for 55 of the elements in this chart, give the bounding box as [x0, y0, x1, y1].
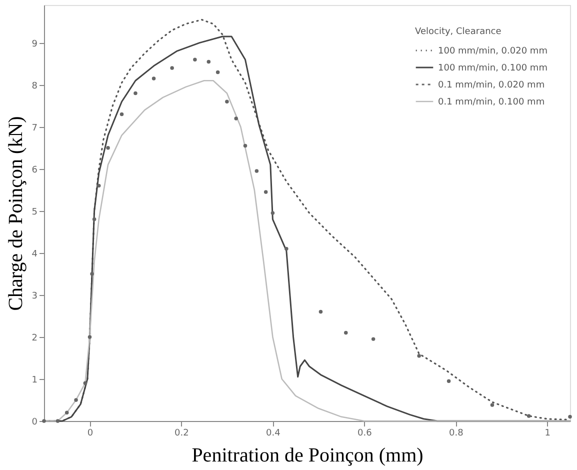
point: [134, 91, 138, 96]
point: [83, 381, 88, 386]
y-tick-label: 2: [32, 333, 38, 344]
y-tick-label: 8: [32, 81, 38, 92]
point: [284, 246, 288, 251]
x-tick-label: 0.4: [266, 428, 281, 438]
y-tick-label: 0: [32, 418, 38, 428]
point: [90, 272, 94, 276]
x-tick-label: 0.6: [358, 428, 372, 438]
y-tick-label: 6: [32, 165, 38, 176]
x-axis-title: Penitration de Poinçon (mm): [192, 444, 424, 466]
y-tick-label: 1: [32, 375, 38, 386]
point: [318, 310, 323, 314]
legend-title: Velocity, Clearance: [415, 27, 502, 37]
point: [568, 414, 572, 419]
point: [206, 60, 211, 64]
y-tick-label: 5: [32, 207, 38, 218]
point: [526, 414, 531, 418]
point: [417, 354, 421, 358]
point: [446, 379, 451, 383]
point: [120, 112, 124, 116]
point: [106, 146, 110, 150]
point: [193, 58, 197, 62]
legend-label: 0.1 mm/min, 0.100 mm: [438, 98, 545, 108]
x-tick-label: 1: [544, 428, 550, 438]
point: [490, 403, 494, 407]
x-tick-label: 0: [87, 428, 94, 438]
point: [56, 419, 60, 423]
x-tick-label: 0.8: [448, 428, 464, 438]
point: [371, 337, 376, 341]
legend-label: 0.1 mm/min, 0.020 mm: [438, 80, 545, 90]
legend-label: 100 mm/min, 0.100 mm: [438, 64, 548, 74]
point: [97, 184, 101, 188]
point: [234, 116, 238, 120]
y-tick-label: 9: [32, 39, 38, 50]
point: [88, 335, 92, 339]
legend-label: 100 mm/min, 0.020 mm: [438, 46, 548, 56]
point: [225, 100, 229, 104]
point: [270, 211, 275, 215]
point: [170, 66, 174, 70]
point: [92, 217, 96, 222]
point: [243, 144, 248, 148]
y-tick-label: 4: [32, 249, 38, 260]
point: [254, 169, 259, 173]
x-tick-label: 0.2: [174, 428, 189, 438]
y-tick-label: 7: [32, 123, 38, 134]
point: [264, 190, 268, 194]
point: [344, 330, 348, 335]
point: [152, 76, 156, 80]
point: [74, 398, 78, 402]
point: [42, 419, 46, 423]
point: [216, 70, 220, 74]
y-axis-title: Charge de Poinçon (kN): [4, 116, 27, 311]
point: [65, 410, 69, 414]
y-tick-label: 3: [32, 291, 38, 302]
